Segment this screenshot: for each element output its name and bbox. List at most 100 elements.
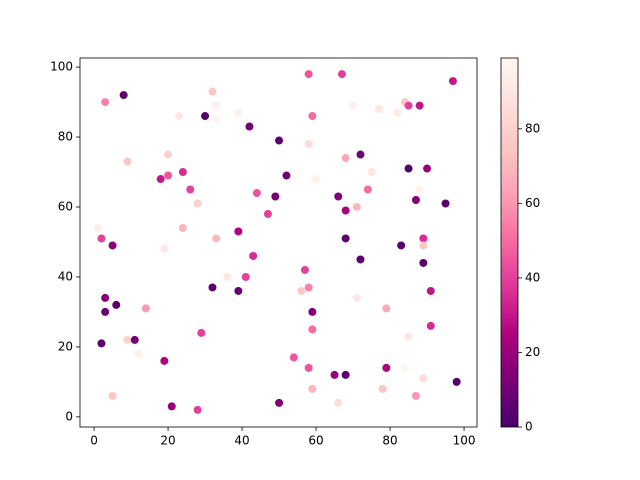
point [330,370,339,379]
point [156,175,165,184]
point [308,307,317,316]
x-tick-label: 40 [234,434,249,448]
point [411,391,420,400]
point [382,304,391,313]
point [419,374,428,383]
point [212,234,221,243]
point [275,398,284,407]
point [245,122,254,131]
y-tick-label: 20 [58,339,73,353]
x-tick-label: 20 [160,434,175,448]
point [223,272,232,281]
point [275,136,284,145]
point [397,241,406,250]
point [101,293,110,302]
y-tick-label: 40 [58,269,73,283]
point [341,154,350,163]
point [289,353,298,362]
point [282,171,291,180]
point [393,108,402,117]
point [419,241,428,250]
point [415,101,424,110]
point [175,112,184,121]
point [334,192,343,201]
point [101,307,110,316]
colorbar-tick-label: 20 [525,345,540,359]
colorbar-tick-label: 80 [525,121,540,135]
point [212,101,221,110]
point [304,363,313,372]
x-tick-label: 60 [308,434,323,448]
point [167,402,176,411]
point [304,70,313,79]
point [234,286,243,295]
point [123,157,132,166]
point [130,335,139,344]
point [101,98,110,107]
point [356,150,365,159]
point [178,168,187,177]
point [400,363,409,372]
x-tick-label: 0 [90,434,98,448]
point [212,115,221,124]
point [178,223,187,232]
point [123,335,132,344]
point [97,339,106,348]
point [160,244,169,253]
x-tick-label: 80 [382,434,397,448]
point [252,189,261,198]
point [334,398,343,407]
point [186,185,195,194]
point [304,140,313,149]
y-tick-label: 0 [65,409,73,423]
point [263,209,272,218]
point [363,185,372,194]
point [241,272,250,281]
point [234,227,243,236]
point [249,251,258,260]
point [349,101,358,110]
y-tick-label: 100 [50,60,73,74]
y-tick-label: 60 [58,199,73,213]
point [404,101,413,110]
point [404,164,413,173]
point [448,77,457,86]
colorbar-tick-label: 0 [525,420,533,434]
point [378,384,387,393]
point [164,150,173,159]
point [197,328,206,337]
point [308,112,317,121]
y-tick-label: 80 [58,130,73,144]
point [341,206,350,215]
point [97,234,106,243]
point [271,192,280,201]
point [356,255,365,264]
x-tick-label: 100 [453,434,476,448]
point [201,112,210,121]
point [119,91,128,100]
point [164,171,173,180]
point [419,234,428,243]
point [193,199,202,208]
point [208,87,217,96]
point [341,234,350,243]
point [112,300,121,309]
colorbar-tick-label: 40 [525,270,540,284]
point [337,70,346,79]
point [108,391,117,400]
point [382,363,391,372]
point [367,168,376,177]
colorbar-tick-label: 60 [525,196,540,210]
point [297,286,306,295]
colorbar [501,58,518,427]
point [374,105,383,114]
point [160,356,169,365]
point [404,332,413,341]
point [300,265,309,274]
point [234,108,243,117]
point [141,304,150,313]
point [312,175,321,184]
point [419,258,428,267]
point [304,283,313,292]
